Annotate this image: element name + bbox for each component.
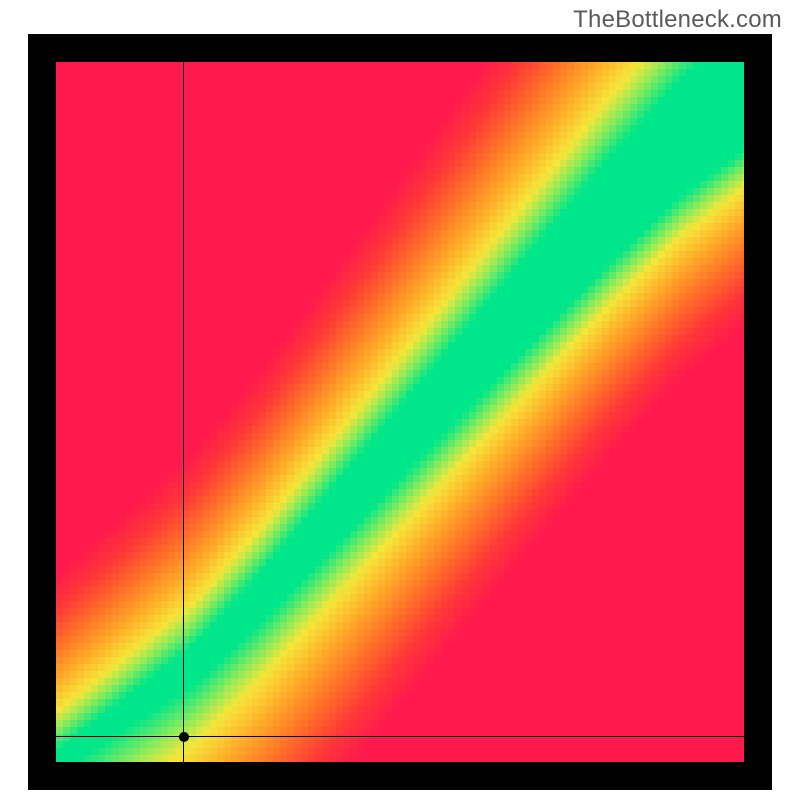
crosshair-marker-dot <box>178 731 190 743</box>
crosshair-horizontal-line <box>56 736 744 737</box>
bottleneck-heatmap <box>56 62 744 762</box>
chart-container: TheBottleneck.com <box>0 0 800 800</box>
watermark-text: TheBottleneck.com <box>573 6 782 34</box>
crosshair-vertical-line <box>183 62 184 762</box>
